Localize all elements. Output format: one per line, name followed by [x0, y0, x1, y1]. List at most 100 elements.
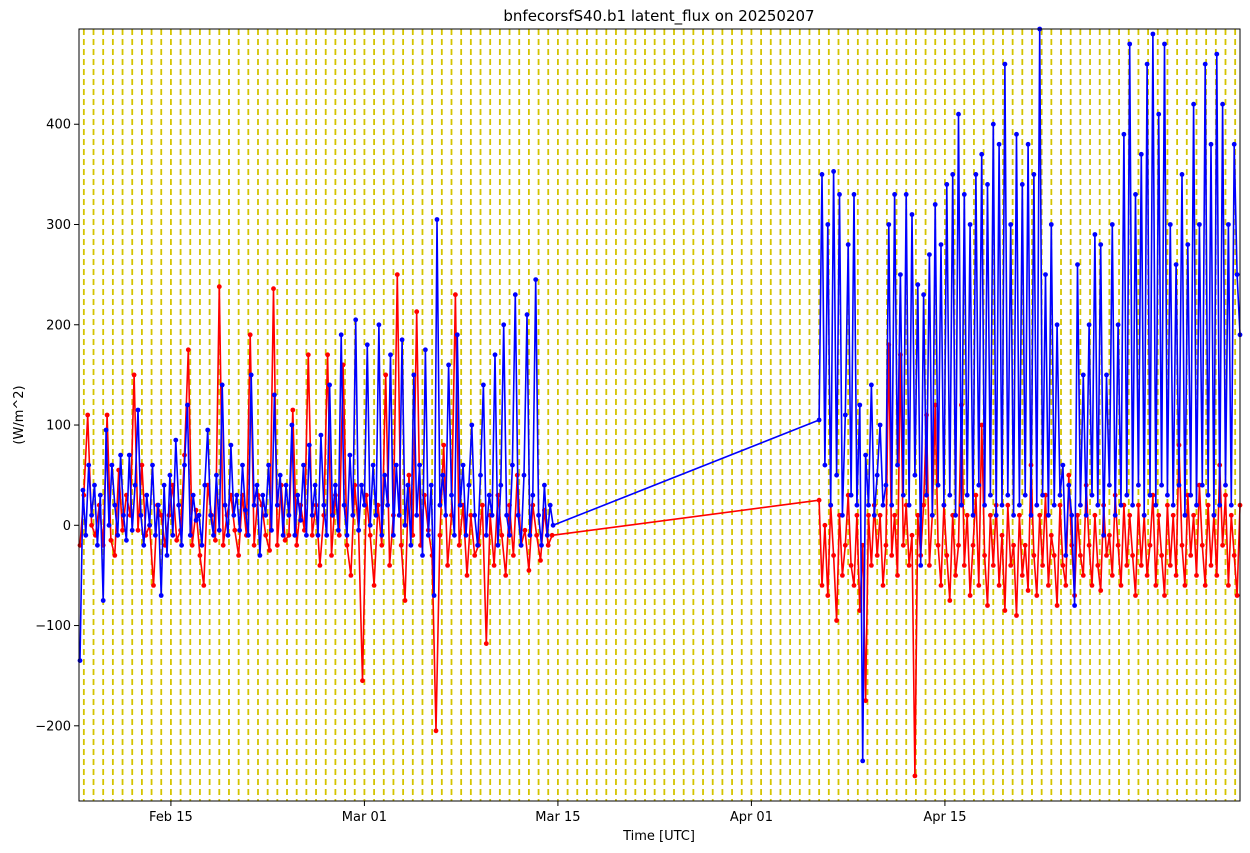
data-point	[446, 362, 451, 368]
data-point	[1202, 583, 1208, 588]
data-point	[515, 512, 521, 518]
data-point	[441, 442, 447, 448]
data-point	[440, 472, 446, 478]
data-point	[1223, 492, 1228, 498]
data-point	[866, 512, 871, 518]
data-point	[831, 553, 836, 558]
data-point	[503, 573, 509, 578]
data-point	[547, 502, 553, 508]
data-point	[263, 532, 269, 538]
data-point	[1107, 482, 1112, 488]
data-point	[1019, 573, 1025, 578]
data-point	[1133, 593, 1138, 598]
data-point	[1170, 512, 1176, 518]
data-point	[481, 382, 486, 388]
data-point	[866, 502, 871, 508]
data-point	[298, 517, 303, 523]
x-tick-label: Feb 15	[149, 810, 193, 825]
data-point	[1011, 512, 1016, 518]
data-point	[961, 563, 967, 568]
data-point	[956, 542, 961, 548]
data-point	[889, 553, 895, 558]
data-point	[456, 542, 462, 548]
data-point	[1089, 583, 1095, 588]
data-point	[970, 512, 976, 518]
plot-background	[79, 29, 1240, 801]
data-point	[187, 532, 193, 538]
data-point	[301, 462, 306, 468]
data-point	[236, 553, 242, 558]
data-point	[1080, 573, 1086, 578]
data-point	[138, 512, 144, 518]
data-point	[1069, 512, 1075, 518]
data-point	[483, 532, 489, 538]
data-point	[336, 532, 342, 538]
data-point	[996, 583, 1002, 588]
data-point	[1002, 608, 1008, 613]
data-point	[1165, 502, 1170, 508]
data-point	[880, 502, 886, 508]
data-point	[1040, 492, 1045, 498]
data-point	[886, 222, 892, 227]
data-point	[822, 462, 828, 468]
y-tick-label: 100	[46, 419, 71, 434]
data-point	[1179, 172, 1185, 177]
data-point	[1075, 262, 1080, 267]
data-point	[100, 598, 106, 603]
data-point	[932, 202, 938, 207]
data-point	[1060, 563, 1066, 568]
data-point	[104, 412, 110, 418]
data-point	[947, 598, 953, 603]
data-point	[321, 502, 327, 508]
data-point	[1156, 512, 1162, 518]
data-point	[1075, 512, 1080, 518]
data-point	[542, 482, 547, 488]
data-point	[1167, 222, 1173, 227]
data-point	[417, 462, 422, 468]
data-point	[228, 442, 234, 448]
data-point	[309, 532, 315, 538]
data-point	[1188, 492, 1194, 498]
data-point	[1098, 242, 1104, 248]
data-point	[115, 532, 121, 538]
data-point	[251, 502, 257, 508]
data-point	[990, 121, 996, 127]
data-point	[453, 292, 458, 298]
data-point	[1138, 151, 1144, 157]
data-point	[912, 472, 918, 478]
data-point	[260, 492, 266, 498]
data-point	[1048, 532, 1054, 538]
data-point	[1089, 492, 1095, 498]
data-point	[216, 284, 222, 290]
data-point	[387, 563, 392, 568]
data-point	[1115, 322, 1121, 328]
data-point	[232, 527, 238, 533]
data-point	[295, 492, 301, 498]
data-point	[420, 553, 425, 558]
data-point	[877, 512, 883, 518]
data-point	[97, 492, 103, 498]
data-point	[860, 758, 866, 764]
data-point	[478, 472, 483, 478]
data-point	[360, 678, 365, 684]
data-point	[831, 169, 836, 174]
data-point	[144, 492, 150, 498]
data-point	[274, 502, 280, 508]
data-point	[927, 252, 932, 257]
data-point	[1176, 482, 1182, 488]
data-point	[1054, 603, 1060, 608]
data-point	[840, 512, 845, 518]
data-point	[80, 487, 86, 493]
data-point	[1048, 222, 1054, 227]
data-point	[1046, 583, 1051, 588]
data-point	[1118, 583, 1124, 588]
data-point	[185, 347, 191, 353]
data-point	[199, 542, 205, 548]
data-point	[214, 472, 219, 478]
data-point	[1156, 111, 1162, 117]
data-point	[504, 512, 509, 518]
data-point	[1109, 573, 1115, 578]
data-point	[290, 407, 296, 413]
data-point	[1063, 583, 1069, 588]
data-point	[379, 532, 385, 538]
